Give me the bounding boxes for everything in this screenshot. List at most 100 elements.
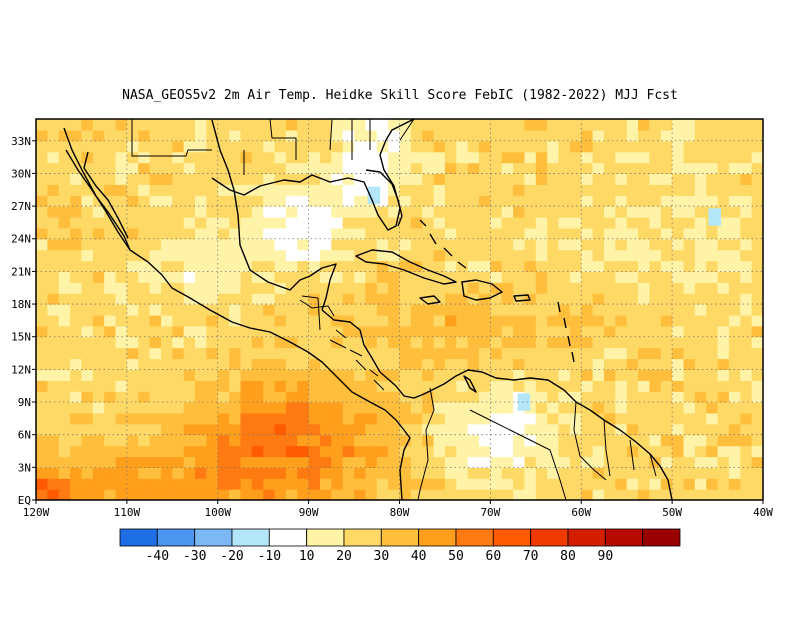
field-cell (422, 140, 435, 153)
field-cell (535, 336, 548, 349)
field-cell (308, 293, 321, 305)
field-cell (479, 467, 491, 479)
field-cell (297, 238, 310, 251)
field-cell (342, 282, 355, 294)
field-cell (195, 238, 207, 251)
field-cell (456, 325, 469, 338)
field-cell (376, 282, 389, 294)
field-cell (422, 325, 435, 338)
field-cell (581, 380, 594, 392)
field-cell (422, 227, 435, 240)
field-cell (638, 271, 650, 283)
field-cell (149, 402, 162, 414)
field-cell (694, 129, 707, 142)
field-cell (104, 206, 117, 218)
field-cell (751, 129, 763, 142)
field-cell (604, 445, 616, 458)
field-cell (422, 293, 435, 305)
field-cell (490, 293, 503, 305)
field-cell (728, 434, 741, 447)
field-cell (217, 423, 230, 436)
field-cell (161, 412, 173, 425)
field-cell (490, 195, 503, 207)
field-cell (229, 456, 242, 468)
field-cell (331, 467, 344, 479)
field-cell (354, 151, 367, 164)
field-cell (706, 489, 719, 500)
field-cell (467, 173, 480, 185)
field-cell (297, 380, 310, 392)
field-cell (728, 445, 741, 458)
field-cell (115, 282, 128, 294)
field-cell (251, 478, 264, 490)
field-cell (626, 238, 639, 251)
field-cell (183, 445, 196, 458)
field-cell (365, 129, 378, 142)
field-cell (206, 119, 219, 131)
field-cell (399, 304, 412, 316)
field-cell (263, 249, 276, 262)
field-cell (433, 304, 446, 316)
field-cell (263, 347, 276, 360)
field-cell (149, 162, 162, 174)
field-cell (217, 304, 230, 316)
field-cell (70, 336, 83, 349)
field-cell (58, 467, 71, 479)
field-cell (342, 456, 355, 468)
field-cell (501, 456, 514, 468)
field-cell (388, 227, 401, 240)
field-cell (297, 282, 310, 294)
field-cell (717, 434, 730, 447)
field-cell (229, 467, 242, 479)
field-cell (195, 119, 207, 131)
field-cell (660, 402, 673, 414)
field-cell (740, 282, 753, 294)
field-cell (297, 162, 310, 174)
field-cell (706, 293, 719, 305)
field-cell (354, 336, 367, 349)
field-cell (365, 314, 378, 327)
field-cell (479, 391, 491, 403)
field-cell (92, 478, 105, 490)
field-cell (706, 173, 719, 185)
field-cell (161, 336, 173, 349)
field-cell (206, 347, 219, 360)
field-cell (660, 282, 673, 294)
field-cell (626, 489, 639, 500)
field-cell (615, 184, 628, 196)
field-cell (285, 402, 298, 414)
field-cell (240, 238, 253, 251)
field-cell (501, 227, 514, 240)
field-cell (728, 129, 741, 142)
field-cell (604, 423, 616, 436)
field-cell (263, 304, 276, 316)
field-cell (115, 336, 128, 349)
field-cell (308, 369, 321, 381)
field-cell (161, 260, 173, 272)
field-cell (433, 184, 446, 196)
field-cell (206, 358, 219, 370)
field-cell (592, 217, 605, 229)
field-cell (410, 304, 423, 316)
field-cell (388, 369, 401, 381)
field-cell (513, 369, 526, 381)
field-cell (433, 358, 446, 370)
field-cell (638, 129, 650, 142)
field-cell (444, 434, 457, 447)
field-cell (240, 314, 253, 327)
central-america-caribbean-coast (321, 309, 433, 399)
field-cell (683, 369, 696, 381)
field-cell (717, 119, 730, 131)
field-cell (638, 369, 650, 381)
field-cell (138, 162, 151, 174)
field-cell (376, 314, 389, 327)
field-cell (524, 325, 537, 338)
field-cell (558, 227, 571, 240)
field-cell (126, 489, 139, 500)
field-cell (524, 238, 537, 251)
field-cell (672, 380, 685, 392)
field-cell (92, 162, 105, 174)
field-cell (104, 151, 117, 164)
field-cell (274, 412, 287, 425)
field-cell (115, 391, 128, 403)
